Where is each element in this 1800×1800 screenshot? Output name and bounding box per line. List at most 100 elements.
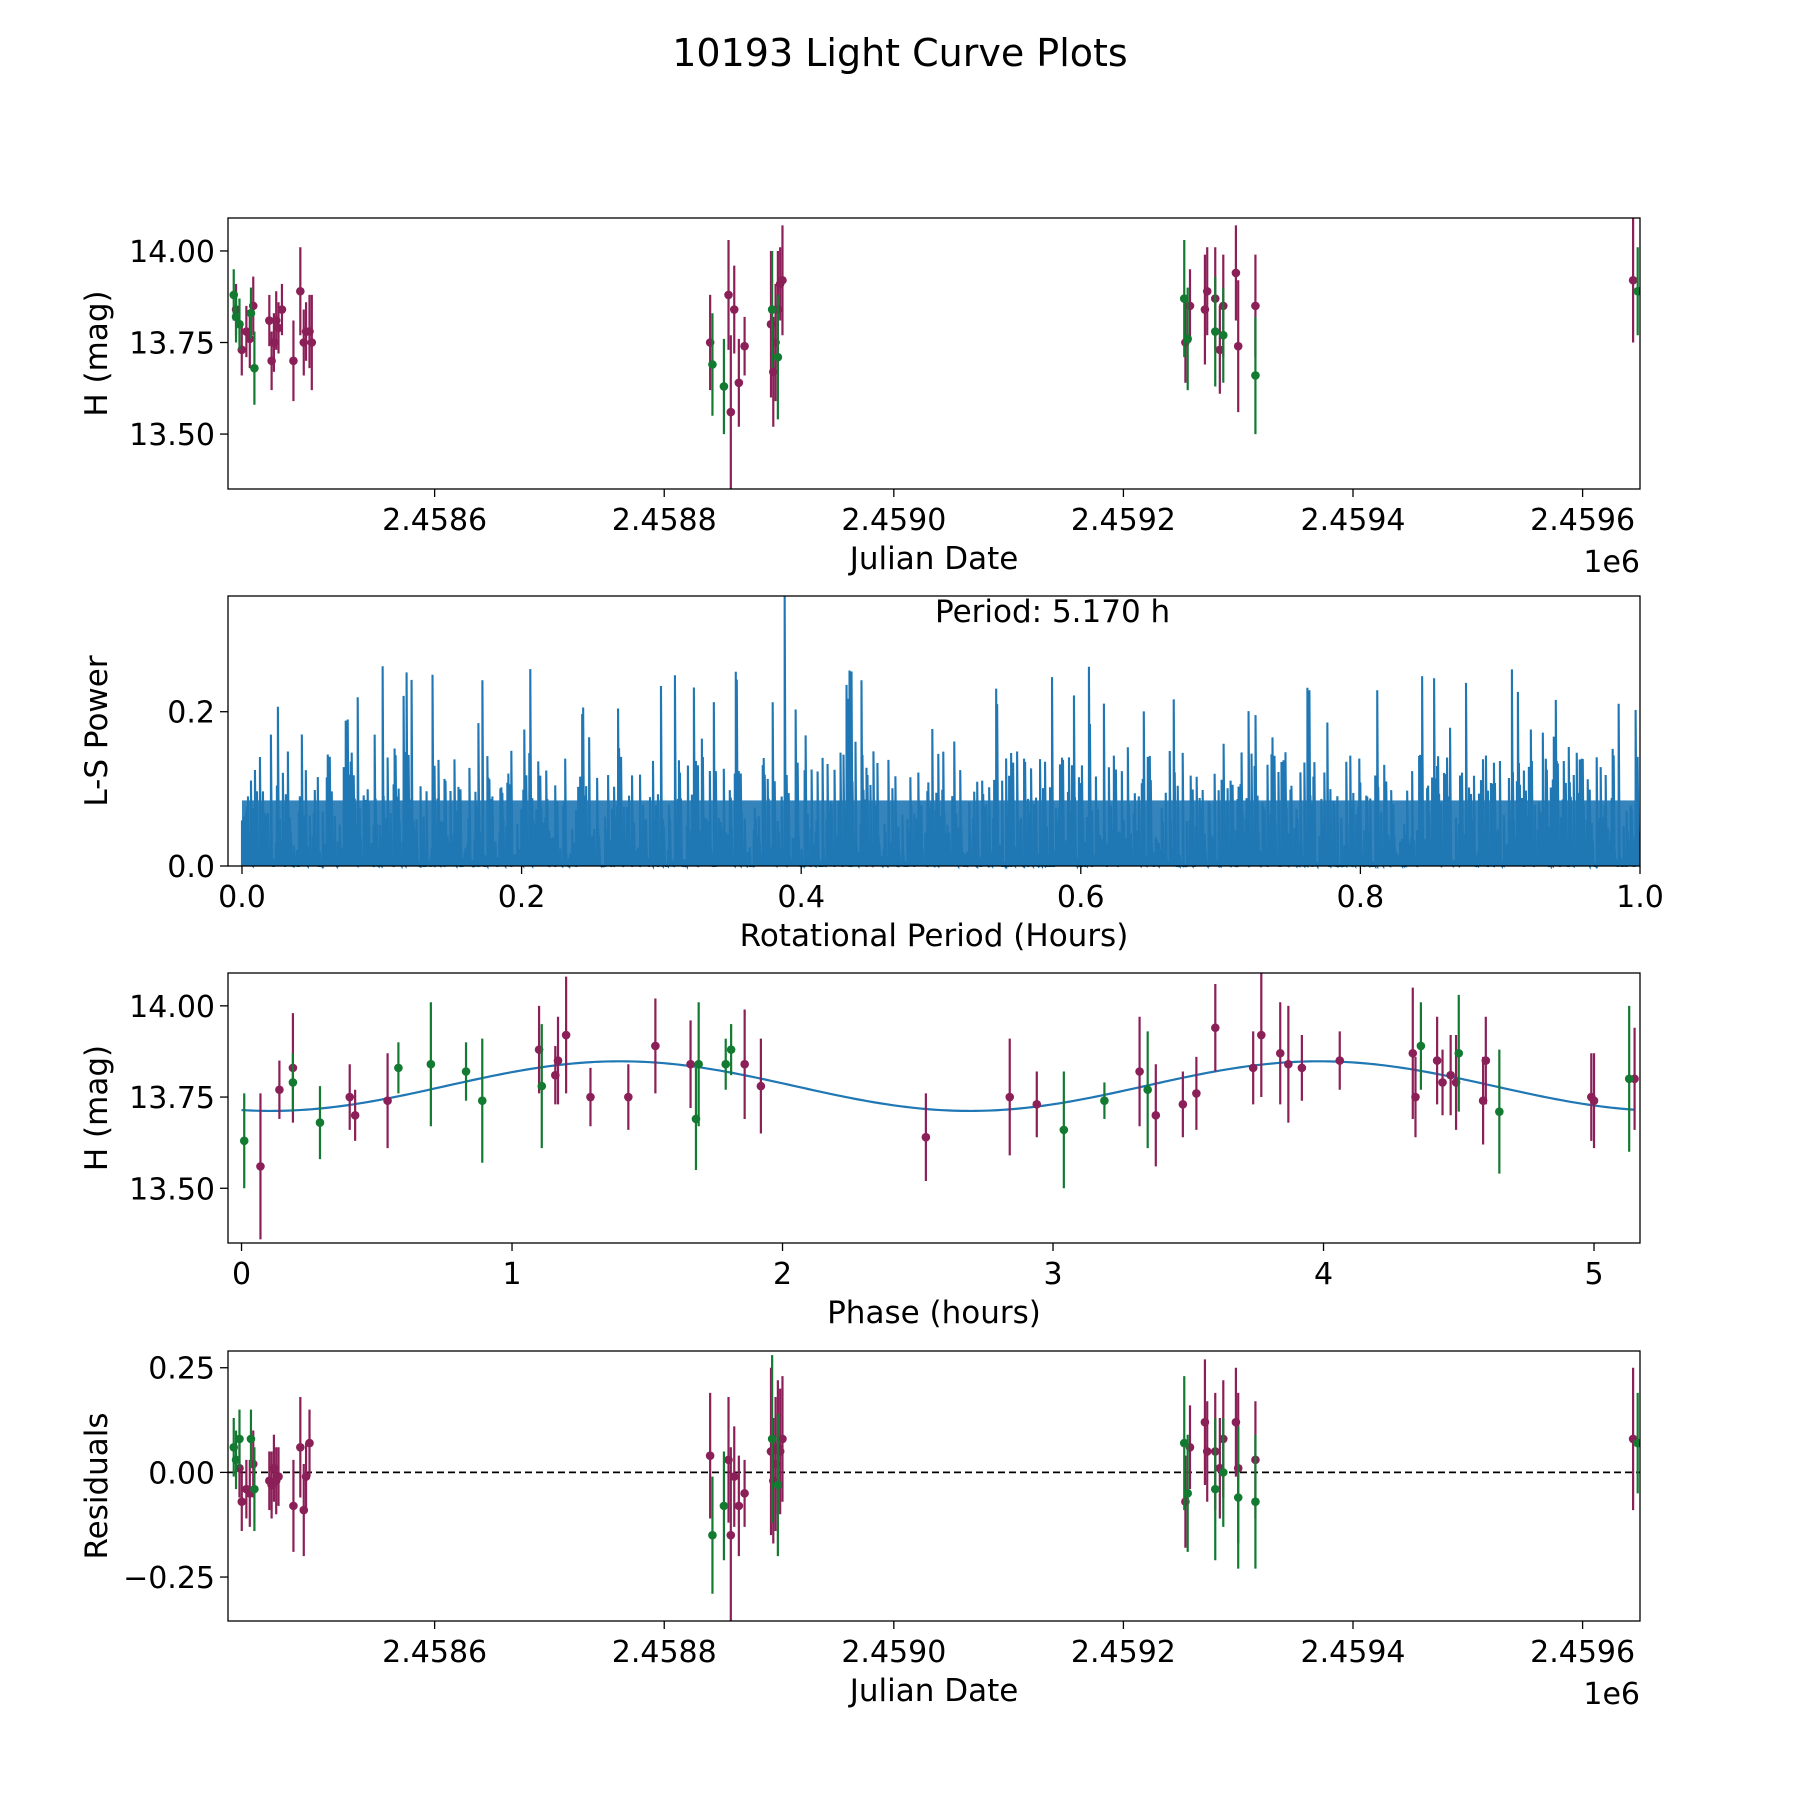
phased-point bbox=[239, 1136, 249, 1146]
residuals-ytick-label: 0.25 bbox=[148, 1352, 215, 1387]
residuals-ytick-label: 0.00 bbox=[148, 1456, 215, 1491]
lightcurve-point bbox=[1231, 268, 1241, 278]
lightcurve-xtick-label: 2.4594 bbox=[1301, 503, 1406, 538]
lightcurve-xtick-label: 2.4586 bbox=[382, 503, 487, 538]
phased-point bbox=[1100, 1096, 1109, 1106]
periodogram-xtick-label: 0.0 bbox=[218, 880, 266, 915]
residuals-point bbox=[274, 1472, 283, 1481]
lightcurve-point bbox=[307, 338, 317, 347]
phased-point bbox=[1284, 1059, 1293, 1069]
phased-point bbox=[1446, 1070, 1455, 1080]
residuals-xtick-label: 2.4594 bbox=[1301, 1635, 1406, 1670]
figure-title: 10193 Light Curve Plots bbox=[672, 31, 1127, 75]
lightcurve-frame bbox=[227, 217, 1641, 490]
phased-point bbox=[1416, 1041, 1426, 1051]
lightcurve-ytick-label: 13.50 bbox=[129, 418, 215, 453]
residuals-point bbox=[705, 1451, 715, 1460]
phased-point bbox=[1248, 1063, 1258, 1073]
lightcurve-xtick-label: 2.4588 bbox=[612, 503, 717, 538]
phased-point bbox=[1297, 1063, 1307, 1073]
phased-point bbox=[1151, 1110, 1161, 1120]
lightcurve-point bbox=[1633, 286, 1640, 296]
residuals-point bbox=[301, 1472, 311, 1481]
phased-point bbox=[921, 1132, 931, 1142]
periodogram-xlabel: Rotational Period (Hours) bbox=[740, 918, 1129, 954]
residuals-point bbox=[1251, 1497, 1260, 1506]
lightcurve-ytick-label: 13.75 bbox=[129, 327, 215, 362]
lightcurve-point bbox=[296, 286, 305, 296]
lightcurve-point bbox=[708, 360, 717, 369]
phased-xtick-label: 3 bbox=[1043, 1257, 1062, 1292]
residuals-point bbox=[246, 1434, 256, 1444]
phased-point bbox=[1257, 1030, 1266, 1040]
residuals-point bbox=[719, 1501, 729, 1511]
lightcurve-point bbox=[246, 308, 256, 318]
lightcurve-point bbox=[245, 334, 255, 344]
residuals-point bbox=[726, 1530, 736, 1540]
phased-point bbox=[1211, 1023, 1220, 1033]
phased-point bbox=[1411, 1092, 1420, 1102]
periodogram-xtick-label: 0.2 bbox=[498, 880, 546, 915]
residuals-point bbox=[1218, 1468, 1228, 1477]
residuals-point bbox=[1210, 1484, 1220, 1494]
phased-point bbox=[426, 1059, 436, 1069]
period-annotation: Period: 5.170 h bbox=[935, 594, 1170, 630]
residuals-panel: 2.4586 2.4588 2.4590 2.4592 2.4594 2.4596 −0.2… bbox=[79, 1350, 1641, 1712]
phased-point bbox=[1178, 1100, 1188, 1109]
phased-point bbox=[315, 1118, 325, 1127]
phased-point bbox=[1438, 1078, 1447, 1087]
phased-point bbox=[694, 1059, 703, 1069]
residuals-point bbox=[289, 1501, 298, 1511]
lightcurve-points bbox=[229, 218, 1640, 489]
lightcurve-point bbox=[1210, 327, 1220, 336]
lightcurve-ytick-label: 14.00 bbox=[129, 235, 215, 270]
phased-point bbox=[345, 1092, 355, 1102]
lightcurve-point bbox=[277, 305, 287, 314]
residuals-point bbox=[237, 1497, 247, 1506]
residuals-point bbox=[305, 1438, 314, 1448]
periodogram-xtick-label: 1.0 bbox=[1616, 880, 1664, 915]
phased-point bbox=[350, 1110, 360, 1120]
periodogram-panel: Period: 5.170 h 0.0 0.2 0.4 0.6 0.8 1.0 0.0 0.2 R… bbox=[79, 594, 1664, 954]
phased-point bbox=[1059, 1125, 1069, 1135]
phased-point bbox=[1454, 1048, 1464, 1058]
lightcurve-point bbox=[242, 327, 251, 336]
lightcurve-point bbox=[724, 290, 733, 300]
phased-point bbox=[256, 1162, 265, 1171]
phased-point bbox=[651, 1041, 660, 1051]
periodogram-ytick-label: 0.2 bbox=[167, 696, 215, 731]
residuals-point bbox=[767, 1434, 777, 1444]
phased-point bbox=[1135, 1067, 1144, 1076]
phased-xtick-label: 0 bbox=[232, 1257, 251, 1292]
lightcurve-panel: 2.4586 2.4588 2.4590 2.4592 2.4594 2.4596 13.5… bbox=[79, 217, 1641, 580]
residuals-xtick-label: 2.4586 bbox=[382, 1635, 487, 1670]
lightcurve-xtick-label: 2.4596 bbox=[1530, 503, 1635, 538]
phased-point bbox=[1032, 1100, 1042, 1109]
residuals-point bbox=[1202, 1447, 1212, 1456]
residuals-x-offset: 1e6 bbox=[1583, 1677, 1640, 1712]
phased-point bbox=[1624, 1074, 1634, 1084]
residuals-point bbox=[778, 1434, 787, 1444]
phased-point bbox=[553, 1056, 563, 1065]
phased-xtick-label: 1 bbox=[502, 1257, 521, 1292]
lightcurve-point bbox=[1628, 275, 1638, 285]
phased-point bbox=[586, 1092, 595, 1102]
lightcurve-point bbox=[250, 363, 259, 373]
residuals-xtick-label: 2.4590 bbox=[841, 1635, 946, 1670]
lightcurve-point bbox=[778, 275, 787, 285]
residuals-point bbox=[235, 1434, 244, 1444]
lightcurve-point bbox=[231, 312, 241, 322]
residuals-ylabel: Residuals bbox=[79, 1412, 115, 1559]
lightcurve-point bbox=[740, 341, 749, 351]
lightcurve-x-offset: 1e6 bbox=[1583, 545, 1640, 580]
phased-point bbox=[624, 1092, 633, 1102]
lightcurve-point bbox=[734, 378, 744, 388]
phased-point bbox=[1005, 1092, 1015, 1102]
lightcurve-point bbox=[1183, 334, 1193, 344]
lightcurve-xlabel: Julian Date bbox=[848, 541, 1019, 577]
lightcurve-point bbox=[1251, 371, 1260, 380]
phased-point bbox=[1143, 1085, 1152, 1095]
residuals-point bbox=[740, 1489, 749, 1498]
phased-panel: 0 1 2 3 4 5 13.50 13.75 14.00 Phase (hours) H (mag… bbox=[79, 972, 1641, 1331]
lightcurve-point bbox=[274, 323, 283, 333]
